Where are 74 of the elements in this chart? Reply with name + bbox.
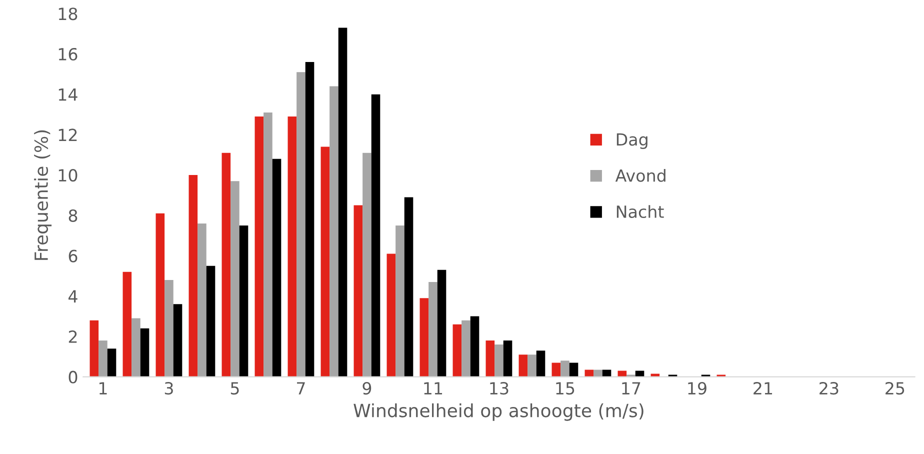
x-tick-label: 13 (490, 382, 508, 395)
bar (222, 152, 231, 377)
y-tick-label: 8 (68, 209, 78, 222)
bar (132, 318, 140, 377)
bar (296, 72, 306, 377)
bar (254, 116, 264, 377)
bar (452, 324, 462, 377)
bar (272, 158, 282, 377)
y-tick-label: 12 (58, 128, 77, 142)
x-tick-label: 17 (622, 382, 640, 394)
bar (188, 175, 198, 377)
bar (437, 270, 446, 377)
y-tick-label: 2 (68, 330, 77, 343)
bar (386, 254, 396, 377)
y-tick-label: 6 (68, 250, 78, 262)
bar (239, 225, 248, 377)
y-tick-label: 4 (68, 290, 78, 302)
bar (528, 354, 536, 377)
bar (230, 181, 240, 377)
y-tick-label: 10 (58, 169, 78, 182)
x-tick-label: 15 (556, 382, 574, 395)
y-tick-label: 0 (68, 370, 78, 384)
bar (462, 320, 470, 377)
bar (173, 304, 182, 377)
y-tick-label: 16 (58, 48, 78, 61)
x-tick-label: 23 (820, 382, 838, 395)
bar (404, 197, 414, 377)
bar (354, 205, 363, 377)
bar (305, 62, 314, 377)
x-tick-label: 21 (754, 382, 772, 394)
x-tick-label: 11 (424, 382, 442, 394)
bar (90, 320, 99, 377)
bar (536, 350, 546, 377)
bar (164, 280, 174, 377)
bar (338, 28, 348, 377)
bar (552, 362, 561, 377)
bar (264, 112, 272, 377)
bar (594, 370, 602, 377)
bar (156, 213, 165, 377)
bar (518, 354, 528, 377)
y-tick-label: 18 (58, 8, 78, 20)
x-tick-label: 7 (297, 382, 305, 394)
bar (560, 360, 570, 377)
x-tick-label: 9 (362, 382, 372, 395)
x-tick-label: 3 (164, 382, 173, 395)
bar (98, 340, 108, 377)
bar (320, 146, 330, 377)
bar (494, 344, 504, 377)
bar (288, 116, 297, 377)
bar (107, 348, 116, 377)
bar (470, 316, 480, 377)
x-tick-label: 5 (230, 382, 239, 395)
bar (140, 328, 150, 377)
x-tick-label: 25 (886, 382, 904, 395)
y-axis-title: Frequentie (%) (34, 130, 52, 260)
bar (503, 340, 512, 377)
bar (371, 94, 380, 377)
legend-label: Dag (616, 133, 648, 149)
bar (206, 266, 216, 377)
legend-label: Avond (615, 168, 666, 182)
bar (420, 298, 429, 377)
bar (330, 86, 338, 377)
bar (362, 152, 372, 377)
x-axis-title: Windsnelheid op ashoogte (m/s) (354, 403, 644, 421)
bar (122, 272, 132, 377)
bar (198, 223, 206, 377)
bar (396, 225, 404, 377)
y-tick-label: 14 (58, 88, 78, 101)
x-tick-label: 1 (99, 382, 107, 394)
x-tick-label: 19 (688, 382, 706, 395)
bar (569, 362, 578, 377)
bar (428, 282, 438, 377)
bar (486, 340, 495, 377)
legend-label: Nacht (616, 205, 664, 218)
